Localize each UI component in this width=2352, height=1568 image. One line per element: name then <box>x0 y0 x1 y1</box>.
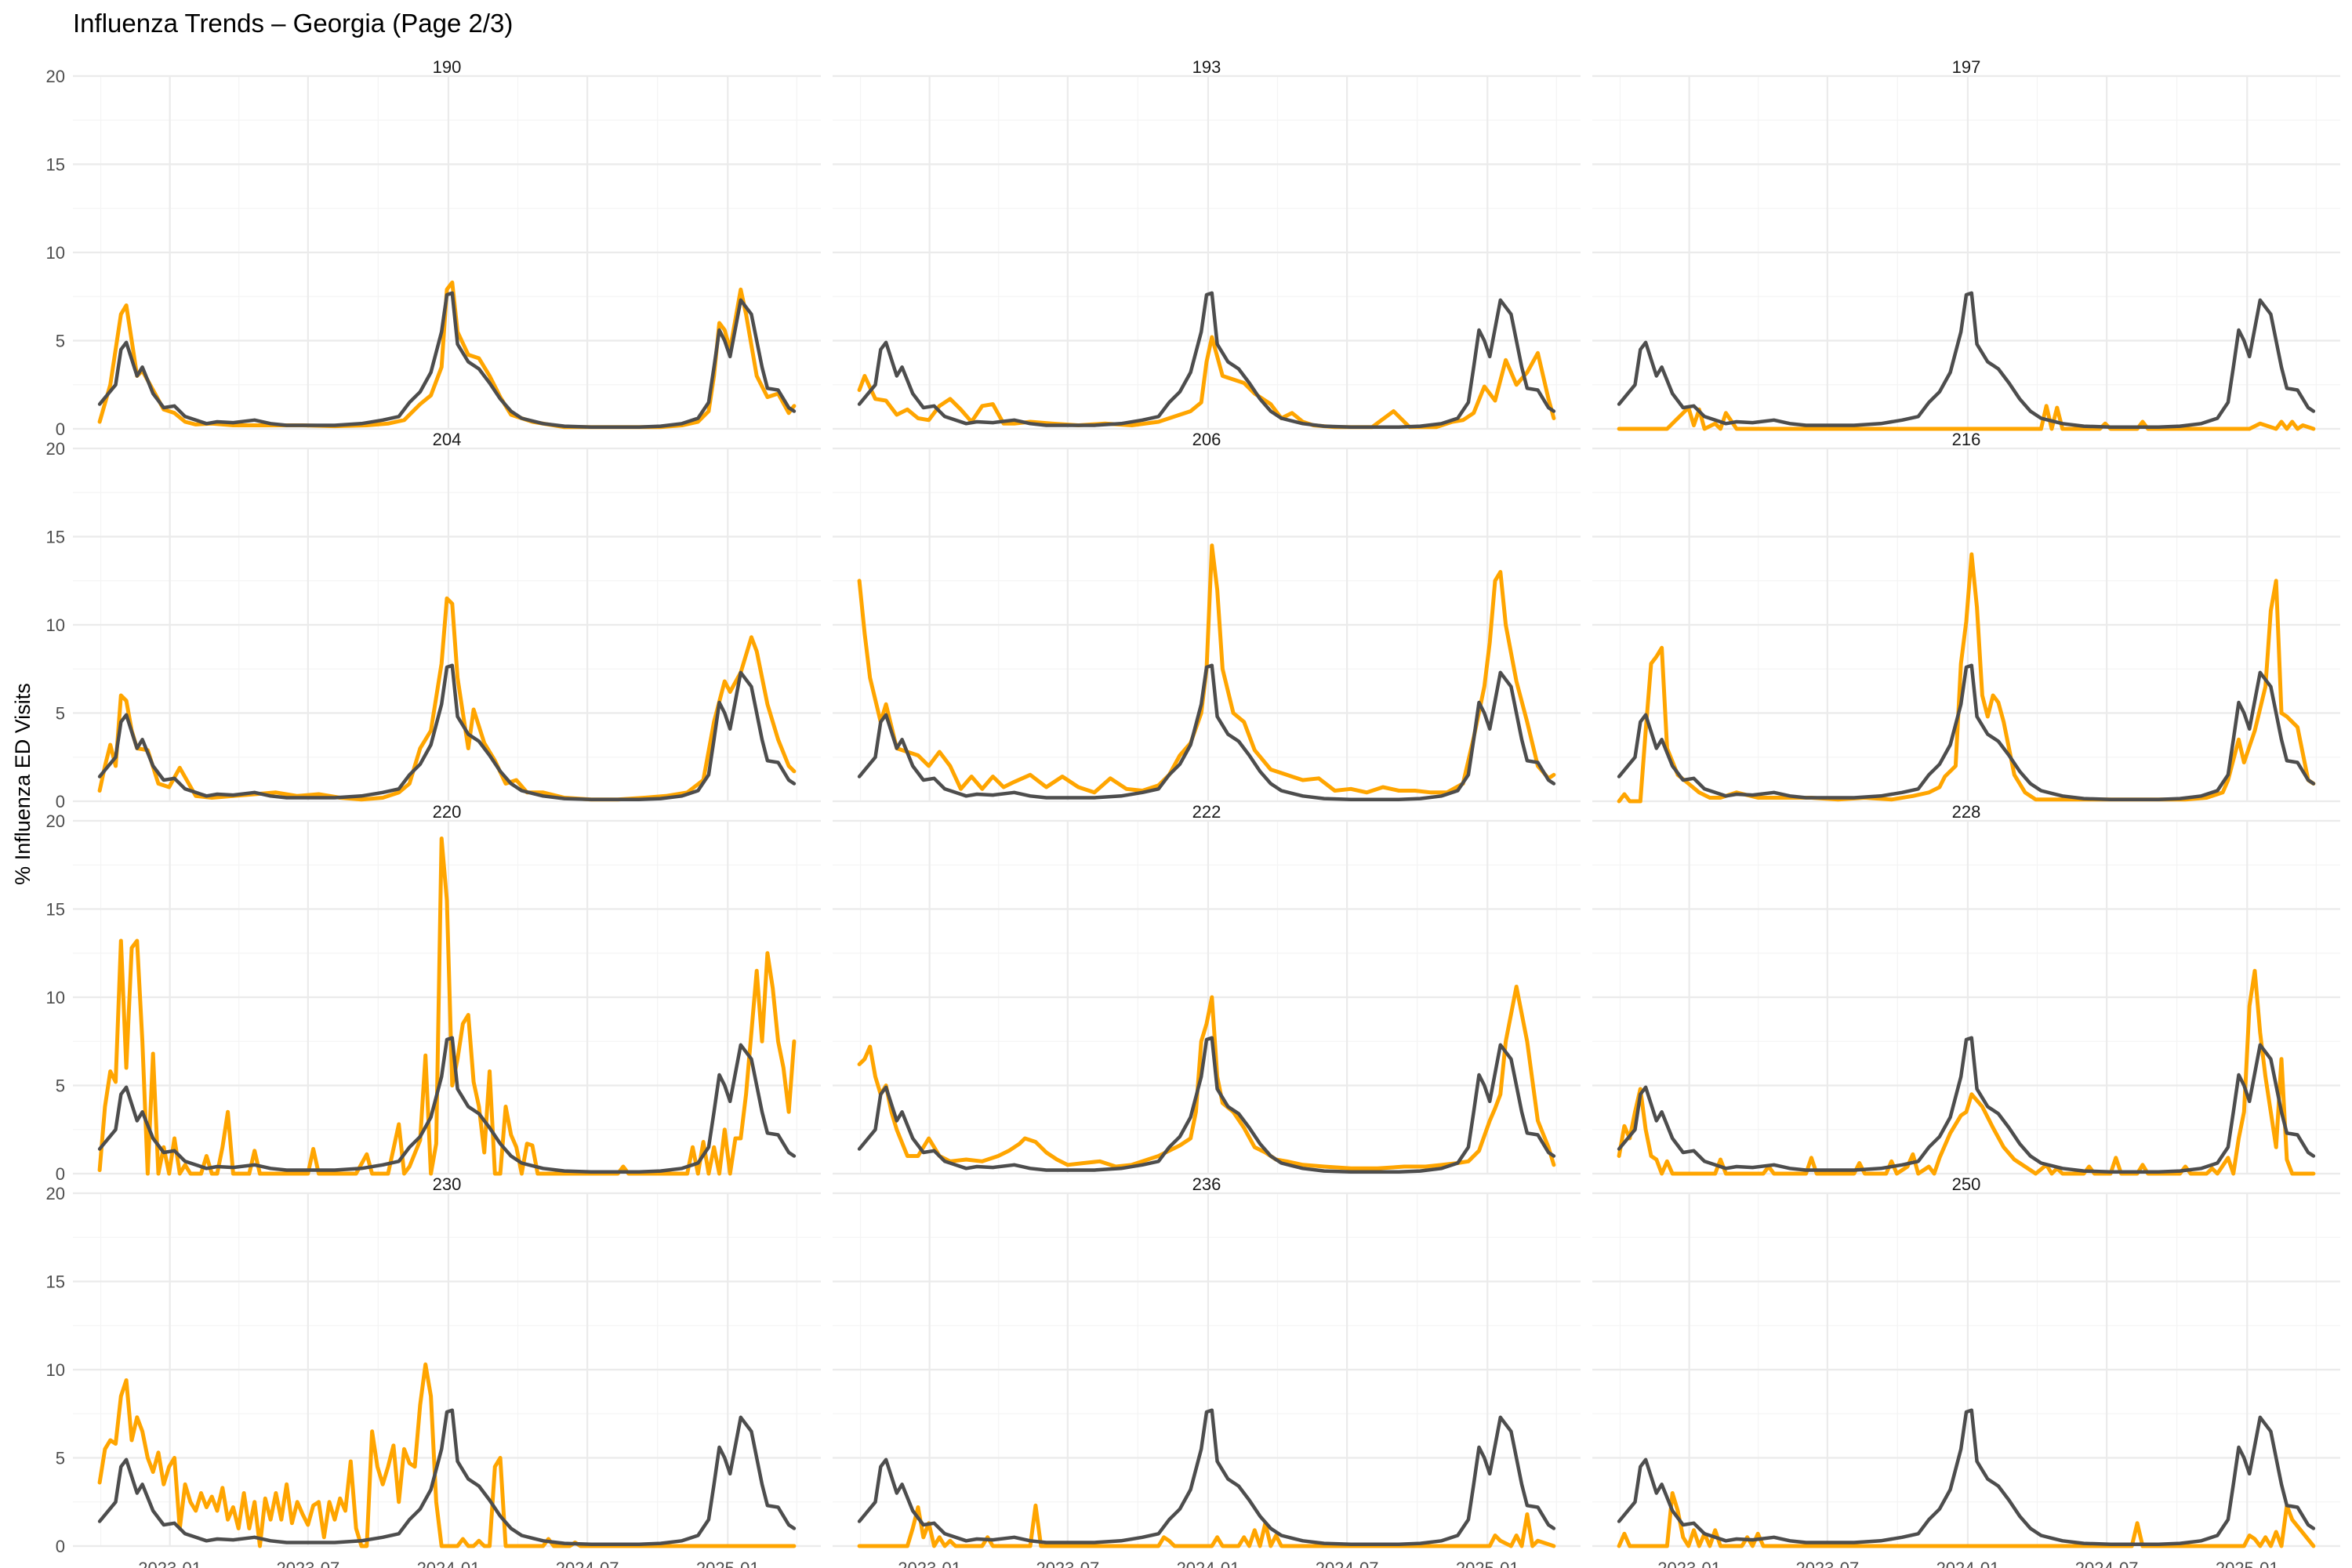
y-tick-label: 10 <box>46 988 65 1007</box>
state-series-line <box>857 291 1556 430</box>
facet-label: 216 <box>1952 430 1981 449</box>
y-tick-label: 20 <box>46 811 65 831</box>
facet-panel-204: 0 5 10 15 20 204 <box>46 430 821 811</box>
facet-label: 197 <box>1952 57 1981 77</box>
y-tick-label: 20 <box>46 67 65 86</box>
x-tick-label: 2024-07 <box>556 1559 619 1568</box>
facility-series-line <box>97 596 797 802</box>
chart-title: Influenza Trends – Georgia (Page 2/3) <box>73 9 513 38</box>
x-tick-label: 2024-07 <box>1316 1559 1379 1568</box>
y-tick-label: 5 <box>56 704 65 724</box>
state-series-line <box>1617 663 2316 802</box>
facility-series-line <box>97 1362 797 1548</box>
state-series-line <box>1617 291 2316 430</box>
y-tick-label: 5 <box>56 1449 65 1468</box>
facility-series-line <box>1617 404 2316 431</box>
facet-label: 236 <box>1192 1174 1221 1194</box>
y-axis-label: % Influenza ED Visits <box>11 683 34 885</box>
facility-series-line <box>97 280 797 430</box>
state-series-line <box>1617 1408 2316 1547</box>
y-tick-label: 10 <box>46 615 65 635</box>
facet-label: 206 <box>1192 430 1221 449</box>
facet-label: 222 <box>1192 802 1221 822</box>
x-tick-label: 2024-07 <box>2075 1559 2139 1568</box>
x-tick-label: 2024-01 <box>1177 1559 1240 1568</box>
x-tick-label: 2024-01 <box>417 1559 481 1568</box>
facility-series-line <box>857 985 1556 1171</box>
y-tick-label: 0 <box>56 792 65 811</box>
y-tick-label: 0 <box>56 1537 65 1556</box>
y-tick-label: 20 <box>46 1184 65 1203</box>
facet-panel-228: 228 <box>1592 802 2340 1176</box>
state-series-line <box>97 663 797 802</box>
state-series-line <box>857 1036 1556 1174</box>
y-tick-label: 15 <box>46 1272 65 1292</box>
y-tick-label: 15 <box>46 900 65 920</box>
facet-label: 250 <box>1952 1174 1981 1194</box>
state-series-line <box>1617 1036 2316 1174</box>
facet-panel-222: 222 <box>833 802 1581 1175</box>
y-tick-label: 15 <box>46 155 65 175</box>
state-series-line <box>97 1036 797 1174</box>
facet-label: 228 <box>1952 802 1981 822</box>
x-tick-label: 2025-01 <box>2216 1559 2279 1568</box>
x-tick-label: 2025-01 <box>1456 1559 1519 1568</box>
y-tick-label: 5 <box>56 1076 65 1096</box>
y-tick-label: 10 <box>46 1360 65 1380</box>
x-tick-label: 2025-01 <box>696 1559 760 1568</box>
facet-panel-216: 216 <box>1592 430 2340 804</box>
y-tick-label: 15 <box>46 528 65 547</box>
facility-series-line <box>1617 1491 2316 1548</box>
facet-panel-193: 193 <box>833 57 1581 430</box>
facet-label: 220 <box>433 802 462 822</box>
y-tick-label: 0 <box>56 1164 65 1184</box>
facet-label: 193 <box>1192 57 1221 77</box>
facet-panels: 0 5 10 15 20 190 193 197 0 5 10 15 20 204 206 216 0 5 10 15… <box>46 57 2340 1568</box>
facet-label: 190 <box>433 57 462 77</box>
facet-label: 230 <box>433 1174 462 1194</box>
facet-panel-206: 206 <box>833 430 1581 803</box>
y-tick-label: 20 <box>46 439 65 459</box>
state-series-line <box>857 1408 1556 1547</box>
facility-series-line <box>97 837 797 1176</box>
facet-label: 204 <box>433 430 462 449</box>
facility-series-line <box>1617 968 2316 1176</box>
state-series-line <box>97 1408 797 1547</box>
facet-panel-197: 197 <box>1592 57 2340 431</box>
state-series-line <box>857 663 1556 802</box>
facet-panel-220: 0 5 10 15 20 220 <box>46 802 821 1184</box>
facet-panel-190: 0 5 10 15 20 190 <box>46 57 821 439</box>
x-tick-label: 2024-01 <box>1936 1559 2000 1568</box>
y-tick-label: 0 <box>56 419 65 439</box>
y-tick-label: 5 <box>56 332 65 351</box>
state-series-line <box>97 291 797 430</box>
facility-series-line <box>857 1503 1556 1548</box>
facility-series-line <box>857 335 1556 430</box>
y-tick-label: 10 <box>46 243 65 263</box>
